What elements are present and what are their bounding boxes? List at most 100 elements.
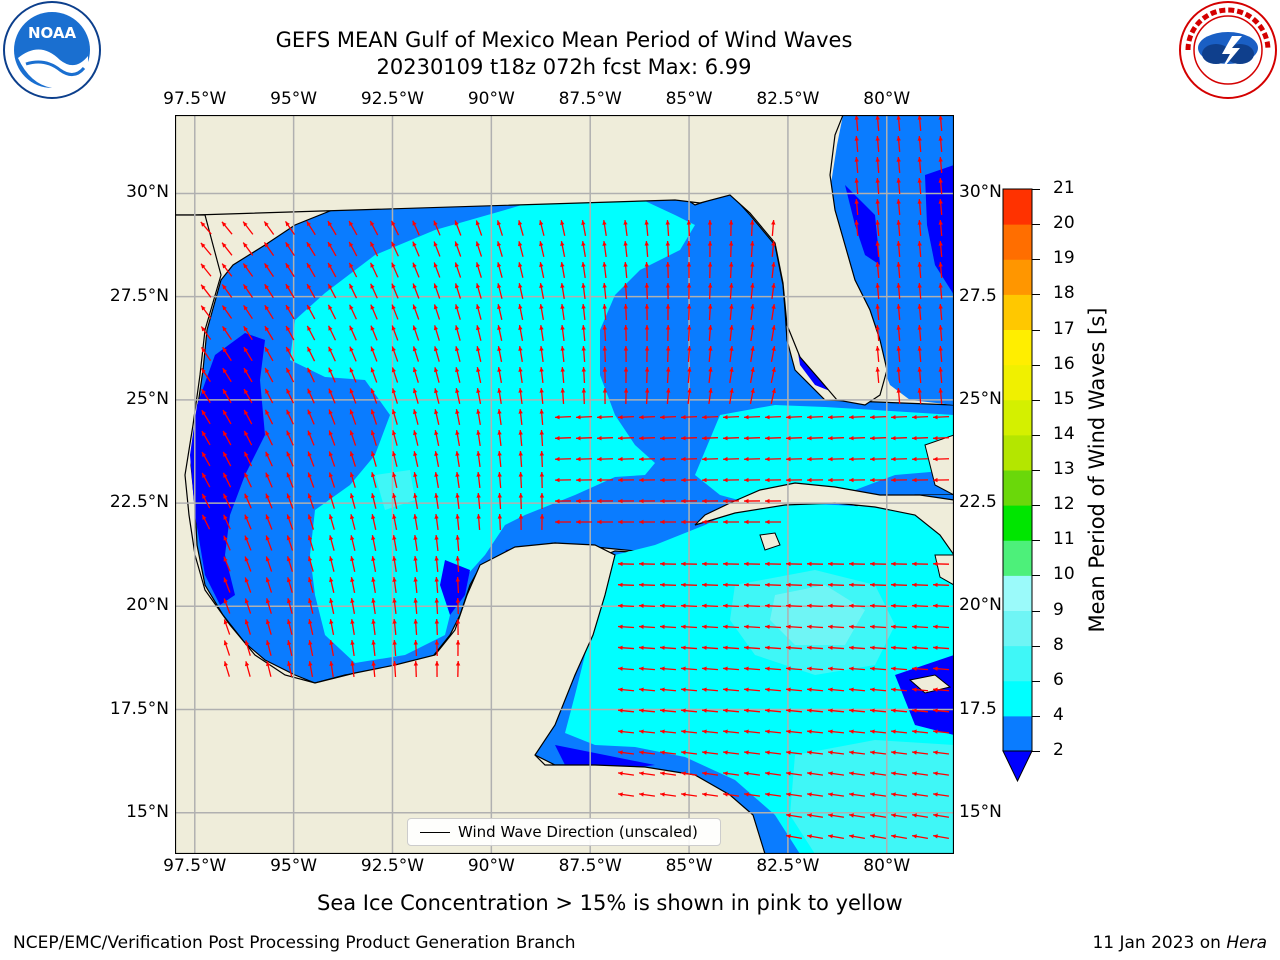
colorbar-tick-label: 19 [1053,248,1075,269]
wind-arrow [623,261,628,279]
wind-arrow [659,645,677,650]
wind-arrow [434,451,440,467]
wind-arrow [476,471,481,489]
wind-arrow [848,624,866,629]
wind-arrow [433,283,441,299]
wind-arrow [518,241,524,257]
wind-arrow [722,771,740,776]
wind-arrow [201,430,211,446]
wind-arrow [348,283,358,299]
wind-arrow [848,435,866,441]
wind-arrow [554,435,572,441]
wind-arrow [497,492,502,510]
wind-arrow [750,282,755,300]
wind-arrow [708,366,713,384]
wind-arrow [764,645,782,650]
wind-arrow [327,304,337,320]
colorbar-tick-label: 4 [1053,704,1064,725]
wind-arrow [749,219,755,237]
wind-arrow [785,561,803,567]
wind-arrow [329,577,335,593]
wind-arrow [223,619,231,635]
chart-title: GEFS MEAN Gulf of Mexico Mean Period of … [275,28,853,52]
wind-arrow [602,366,608,384]
wind-arrow [328,388,336,404]
wind-arrow [680,771,698,776]
wind-arrow [707,219,713,237]
wind-arrow [749,388,755,404]
colorbar-tick-label: 9 [1053,599,1064,620]
wind-arrow [722,498,740,504]
wind-arrow [890,708,908,713]
lat-tick-right: 25°N [959,388,1002,409]
wind-arrow [701,624,719,629]
wind-arrow [581,220,587,236]
wind-arrow [638,771,656,776]
wind-arrow [896,198,901,216]
colorbar-label: Mean Period of Wind Waves [s] [1085,307,1109,633]
wind-arrow [785,687,803,692]
wind-arrow [659,519,677,525]
wind-arrow [371,514,377,530]
wind-arrow [785,771,803,776]
wind-arrow [764,792,782,797]
wind-arrow [638,498,656,504]
wind-arrow [264,388,274,404]
colorbar-segment [1003,645,1032,682]
wind-arrow [350,514,356,530]
wind-arrow [370,367,378,383]
wind-arrow [785,477,803,483]
lat-tick-right: 27.5 [959,285,997,306]
wind-arrow [680,435,698,441]
lat-tick-right: 22.5 [959,492,997,513]
wind-arrow [286,514,294,530]
wind-arrow [349,325,357,341]
wind-arrow [806,666,824,671]
wind-arrow [539,429,544,447]
wind-arrow [771,261,776,279]
wind-arrow [875,282,880,300]
wind-arrow [617,477,635,483]
footer-date: 11 Jan 2023 on [1092,933,1227,953]
wind-arrow [728,240,734,258]
wind-arrow [917,345,922,363]
wind-arrow [623,324,629,342]
wind-arrow [848,477,866,483]
colorbar-tick-mark [1032,715,1040,717]
wind-arrow [390,220,400,236]
colorbar-tick-label: 14 [1053,423,1075,444]
wind-arrow [200,263,212,277]
wind-arrow [917,366,922,384]
wind-arrow [854,198,859,216]
wind-arrow [701,750,719,755]
wind-arrow [265,619,272,635]
wind-arrow [932,771,950,776]
wind-arrow [687,345,692,363]
wind-arrow [743,477,761,483]
wind-arrow [539,283,545,299]
wind-arrow [560,366,565,384]
wind-arrow [638,519,656,525]
wind-arrow [391,283,399,299]
wind-arrow [687,387,692,405]
wind-arrow [263,221,275,235]
wind-arrow [785,666,803,671]
wind-arrow [539,408,544,426]
wind-arrow [242,284,254,298]
wind-arrow [743,624,761,629]
wind-arrow [412,220,420,236]
wind-arrow [221,263,233,277]
wind-arrow [412,283,420,299]
wind-arrow [785,708,803,713]
wind-arrow [242,221,254,235]
wind-arrow [638,750,656,755]
wind-arrow [785,415,803,420]
wind-arrow [391,409,398,425]
wind-arrow [328,430,336,446]
wind-arrow [201,472,211,488]
wind-arrow [200,284,212,298]
wind-arrow [848,456,866,462]
wind-arrow [581,241,586,257]
wind-arrow [911,603,929,609]
wind-arrow [680,415,698,420]
